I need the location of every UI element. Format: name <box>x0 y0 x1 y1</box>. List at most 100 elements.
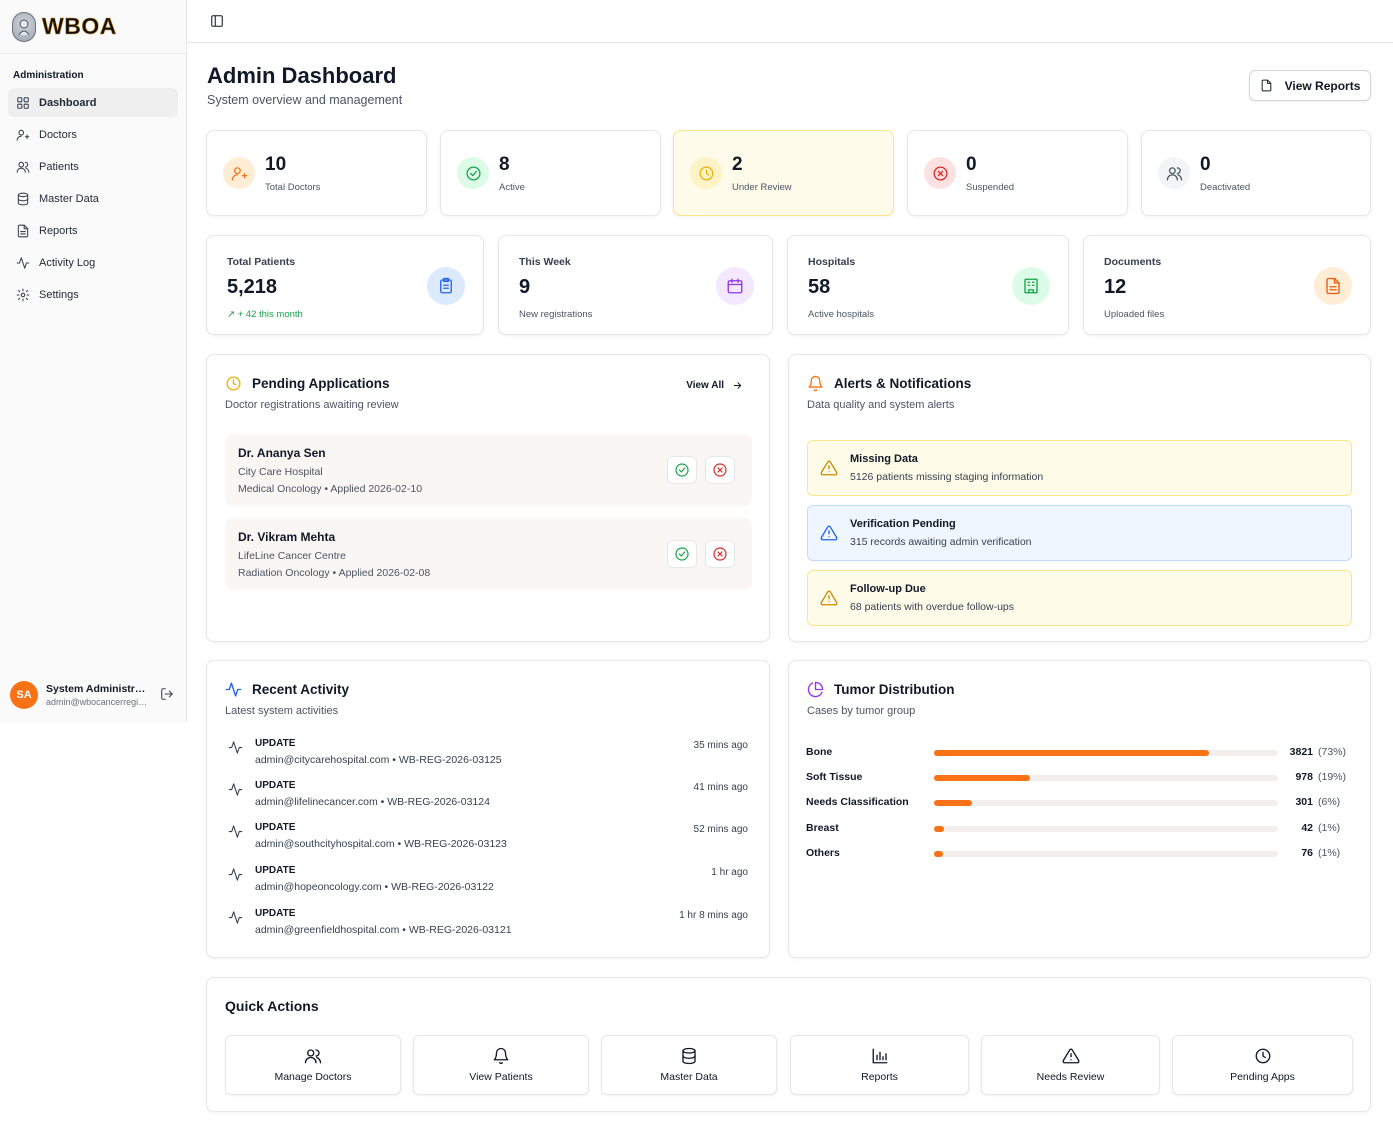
quick-action-label: Master Data <box>660 1071 718 1083</box>
tumor-bar-track <box>934 800 1278 806</box>
users-icon <box>304 1049 322 1064</box>
needs-review-button[interactable]: Needs Review <box>981 1035 1160 1095</box>
panel-subtitle: Latest system activities <box>225 705 339 717</box>
alert-desc: 5126 patients missing staging informatio… <box>850 471 1044 483</box>
sidebar-item-label: Settings <box>39 288 79 301</box>
stat-deactivated[interactable]: 0 Deactivated <box>1141 130 1371 216</box>
reject-button[interactable] <box>705 456 735 484</box>
stat-active[interactable]: 8 Active <box>440 130 661 216</box>
applicant-meta: Medical Oncology • Applied 2026-02-10 <box>238 483 423 495</box>
tumor-count: 42 <box>1301 822 1313 834</box>
user-profile[interactable]: SA System Administrator admin@wbocancerr… <box>0 675 186 715</box>
stat-documents[interactable]: Documents 12 Uploaded files <box>1083 235 1371 335</box>
tumor-bar-fill <box>934 826 945 832</box>
list-item: Dr. Ananya Sen City Care Hospital Medica… <box>225 434 752 506</box>
sidebar-item-settings[interactable]: Settings <box>8 280 178 309</box>
stat-total-doctors[interactable]: 10 Total Doctors <box>206 130 427 216</box>
tumor-name: Others <box>806 847 840 859</box>
x-circle-icon <box>713 463 727 477</box>
activity-desc: admin@citycarehospital.com • WB-REG-2026… <box>255 754 502 766</box>
sidebar-toggle-button[interactable] <box>210 14 224 28</box>
page-title: Admin Dashboard <box>207 63 397 88</box>
activity-type: UPDATE <box>255 822 296 833</box>
logout-button[interactable] <box>160 687 176 703</box>
stat-value: 9 <box>519 276 531 298</box>
tumor-row: Needs Classification 301 (6%) <box>806 793 1346 813</box>
activity-icon <box>228 911 243 924</box>
approve-button[interactable] <box>667 540 697 568</box>
stat-label: Suspended <box>966 181 1015 193</box>
panel-subtitle: Cases by tumor group <box>807 705 916 717</box>
stat-label: Total Doctors <box>265 181 321 193</box>
tumor-count: 978 <box>1295 771 1313 783</box>
tumor-pct: (1%) <box>1318 847 1341 859</box>
clock-icon <box>1255 1048 1270 1064</box>
logo-seal-icon <box>12 11 36 42</box>
quick-actions-panel: Quick Actions Manage Doctors View Patien… <box>206 977 1371 1112</box>
activity-desc: admin@southcityhospital.com • WB-REG-202… <box>255 838 507 850</box>
alert-follow-up-due[interactable]: Follow-up Due 68 patients with overdue f… <box>807 570 1352 626</box>
check-circle-icon <box>675 463 689 477</box>
activity-header: Recent Activity <box>225 681 349 698</box>
stat-hospitals[interactable]: Hospitals 58 Active hospitals <box>787 235 1069 335</box>
sidebar: WBOA Administration Dashboard Doctors Pa… <box>0 0 187 722</box>
reject-button[interactable] <box>705 540 735 568</box>
stat-value: 10 <box>265 153 287 175</box>
stat-value: 2 <box>732 153 743 175</box>
view-all-label: View All <box>686 380 724 391</box>
stat-this-week[interactable]: This Week 9 New registrations <box>498 235 773 335</box>
sidebar-item-reports[interactable]: Reports <box>8 216 178 245</box>
master-data-button[interactable]: Master Data <box>601 1035 777 1095</box>
pending-apps-button[interactable]: Pending Apps <box>1172 1035 1353 1095</box>
stat-total-patients[interactable]: Total Patients 5,218 ↗ + 42 this month <box>206 235 484 335</box>
panel-title: Alerts & Notifications <box>834 376 972 391</box>
alert-title: Verification Pending <box>850 518 956 530</box>
alert-title: Follow-up Due <box>850 583 926 595</box>
nav-section-label: Administration <box>13 70 84 81</box>
stat-sub: Active hospitals <box>808 309 875 320</box>
sidebar-item-activity-log[interactable]: Activity Log <box>8 248 178 277</box>
sidebar-item-label: Dashboard <box>39 96 97 109</box>
page-subtitle: System overview and management <box>207 93 403 107</box>
tumor-header: Tumor Distribution <box>807 681 955 698</box>
sidebar-item-doctors[interactable]: Doctors <box>8 120 178 149</box>
brand[interactable]: WBOA <box>0 0 186 54</box>
view-all-link[interactable]: View All <box>686 380 743 391</box>
sidebar-item-label: Doctors <box>39 128 77 141</box>
view-patients-button[interactable]: View Patients <box>413 1035 589 1095</box>
tumor-bar-fill <box>934 775 1031 781</box>
avatar: SA <box>10 681 38 709</box>
trend-up-icon: ↗ <box>227 309 238 320</box>
calendar-icon <box>716 267 754 305</box>
manage-doctors-button[interactable]: Manage Doctors <box>225 1035 401 1095</box>
alerts-header: Alerts & Notifications <box>807 375 971 392</box>
stat-suspended[interactable]: 0 Suspended <box>907 130 1128 216</box>
doctor-icon <box>223 157 255 189</box>
tumor-pct: (73%) <box>1318 746 1347 758</box>
stat-trend: ↗ + 42 this month <box>227 309 483 320</box>
arrow-right-icon <box>733 382 742 389</box>
applicant-hospital: LifeLine Cancer Centre <box>238 550 346 562</box>
tumor-bar-track <box>934 826 1278 832</box>
tumor-name: Needs Classification <box>806 796 909 808</box>
reports-button[interactable]: Reports <box>790 1035 969 1095</box>
clipboard-icon <box>427 267 465 305</box>
bar-chart-icon <box>872 1048 887 1064</box>
tumor-row: Soft Tissue 978 (19%) <box>806 768 1346 788</box>
approve-button[interactable] <box>667 456 697 484</box>
check-circle-icon <box>457 157 489 189</box>
sidebar-item-master-data[interactable]: Master Data <box>8 184 178 213</box>
tumor-row: Bone 3821 (73%) <box>806 743 1346 763</box>
activity-desc: admin@lifelinecancer.com • WB-REG-2026-0… <box>255 796 490 808</box>
view-reports-button[interactable]: View Reports <box>1249 70 1371 101</box>
activity-icon <box>225 682 242 697</box>
stat-under-review[interactable]: 2 Under Review <box>673 130 894 216</box>
sidebar-item-label: Patients <box>39 160 79 173</box>
sidebar-item-dashboard[interactable]: Dashboard <box>8 88 178 117</box>
sidebar-item-patients[interactable]: Patients <box>8 152 178 181</box>
alert-missing-data[interactable]: Missing Data 5126 patients missing stagi… <box>807 440 1352 496</box>
panel-title: Pending Applications <box>252 376 390 391</box>
alert-triangle-icon <box>1061 1048 1080 1064</box>
file-icon <box>1261 79 1271 92</box>
alert-verification-pending[interactable]: Verification Pending 315 records awaitin… <box>807 505 1352 561</box>
